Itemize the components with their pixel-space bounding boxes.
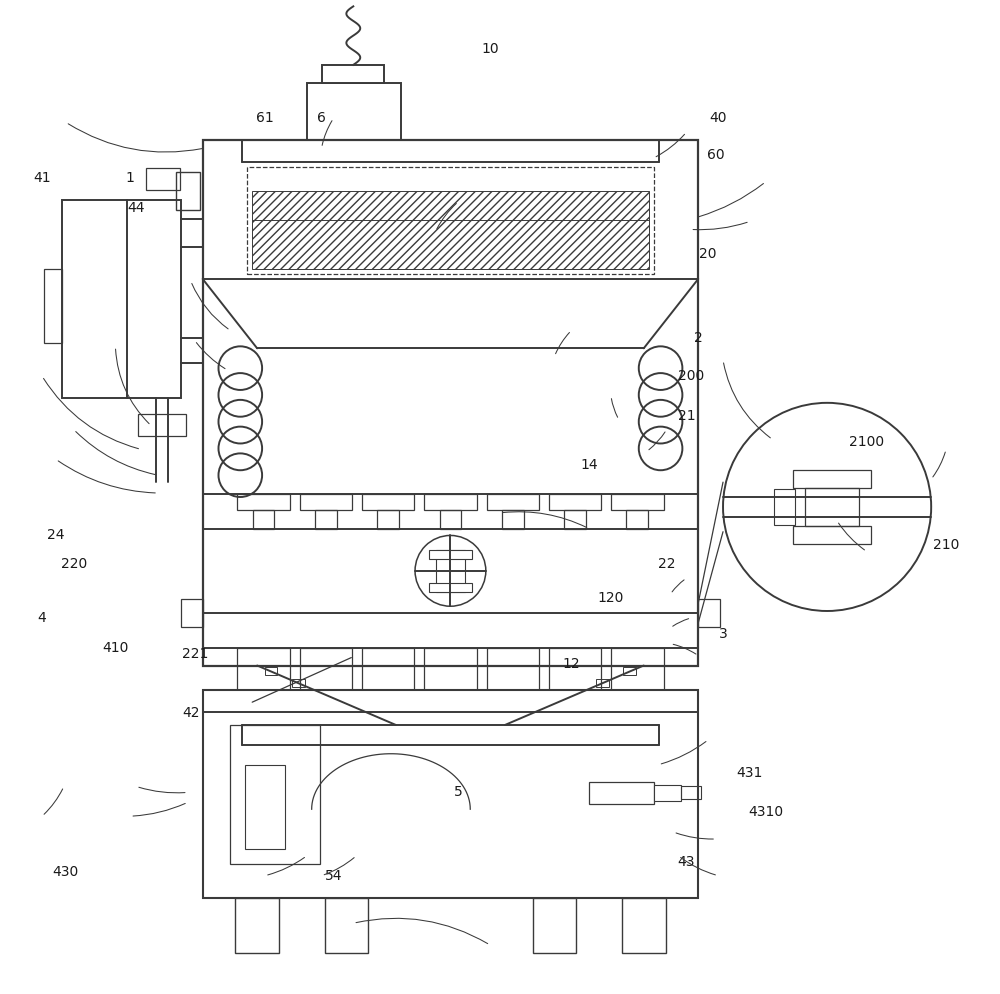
Text: 6: 6 xyxy=(317,111,326,125)
Bar xyxy=(793,470,871,488)
Text: 20: 20 xyxy=(699,248,717,261)
Bar xyxy=(176,172,200,210)
Bar xyxy=(424,648,477,712)
Text: 4: 4 xyxy=(38,611,46,625)
Bar xyxy=(292,679,305,687)
Bar xyxy=(377,510,399,529)
Text: 44: 44 xyxy=(127,201,145,215)
Bar xyxy=(487,494,539,510)
Bar xyxy=(540,703,553,711)
Text: 12: 12 xyxy=(563,656,580,671)
Bar xyxy=(300,494,352,510)
Bar xyxy=(307,83,401,140)
Text: 14: 14 xyxy=(580,458,598,472)
Bar xyxy=(247,167,654,274)
Bar xyxy=(230,725,320,864)
Bar xyxy=(654,785,681,801)
Text: 40: 40 xyxy=(709,111,727,125)
Bar xyxy=(533,899,576,953)
Bar xyxy=(774,489,795,525)
Bar xyxy=(568,691,581,699)
Text: 430: 430 xyxy=(53,865,79,879)
Bar xyxy=(181,599,203,627)
Text: 210: 210 xyxy=(933,538,959,552)
Bar xyxy=(611,494,664,510)
Text: 5: 5 xyxy=(454,785,463,799)
Bar xyxy=(237,494,290,510)
Bar xyxy=(793,526,871,544)
Text: 431: 431 xyxy=(737,765,763,779)
Text: 1: 1 xyxy=(126,171,135,185)
Text: 61: 61 xyxy=(256,111,274,125)
Bar xyxy=(622,899,666,953)
Text: 10: 10 xyxy=(481,42,499,56)
Text: 2100: 2100 xyxy=(849,435,884,449)
Bar xyxy=(549,494,601,510)
Bar xyxy=(300,648,352,712)
Text: 41: 41 xyxy=(33,171,51,185)
Text: 3: 3 xyxy=(719,627,727,641)
Bar xyxy=(623,668,636,675)
Bar xyxy=(348,703,361,711)
Bar xyxy=(512,715,525,723)
Bar xyxy=(681,786,701,799)
Text: 4310: 4310 xyxy=(748,805,783,819)
Bar xyxy=(253,510,274,529)
Text: 120: 120 xyxy=(598,591,624,605)
Text: 22: 22 xyxy=(658,558,675,572)
Bar xyxy=(376,715,388,723)
Bar xyxy=(362,494,414,510)
Bar xyxy=(44,269,62,343)
Bar xyxy=(146,168,180,190)
Bar xyxy=(589,782,654,804)
Bar xyxy=(235,899,279,953)
Bar xyxy=(325,899,368,953)
Text: 220: 220 xyxy=(61,558,87,572)
Bar xyxy=(315,510,337,529)
Bar xyxy=(265,668,277,675)
Bar xyxy=(429,582,472,592)
Bar xyxy=(424,494,477,510)
Text: 60: 60 xyxy=(707,148,725,162)
Bar xyxy=(62,200,181,398)
Bar xyxy=(626,510,648,529)
Bar xyxy=(596,679,609,687)
Bar xyxy=(487,648,539,712)
Bar xyxy=(611,648,664,712)
Bar xyxy=(203,140,698,666)
Text: 221: 221 xyxy=(182,647,208,661)
Text: 2: 2 xyxy=(694,331,703,345)
Text: 54: 54 xyxy=(325,869,342,883)
Bar xyxy=(805,488,859,526)
Text: 410: 410 xyxy=(102,641,129,655)
Bar xyxy=(138,414,186,435)
Bar xyxy=(252,221,649,269)
Bar xyxy=(429,550,472,559)
Bar xyxy=(362,648,414,712)
Bar xyxy=(564,510,586,529)
Bar xyxy=(698,599,720,627)
Bar xyxy=(502,510,524,529)
Text: 24: 24 xyxy=(47,528,65,542)
Bar xyxy=(440,510,461,529)
Bar xyxy=(245,764,285,849)
Bar xyxy=(203,690,698,899)
Text: 43: 43 xyxy=(678,855,695,869)
Bar xyxy=(436,550,465,592)
Bar xyxy=(549,648,601,712)
Text: 200: 200 xyxy=(678,369,704,383)
Bar xyxy=(322,65,384,83)
Bar xyxy=(237,648,290,712)
Bar xyxy=(252,191,649,240)
Text: 42: 42 xyxy=(182,706,199,720)
Text: 21: 21 xyxy=(678,409,695,422)
Bar xyxy=(320,691,333,699)
